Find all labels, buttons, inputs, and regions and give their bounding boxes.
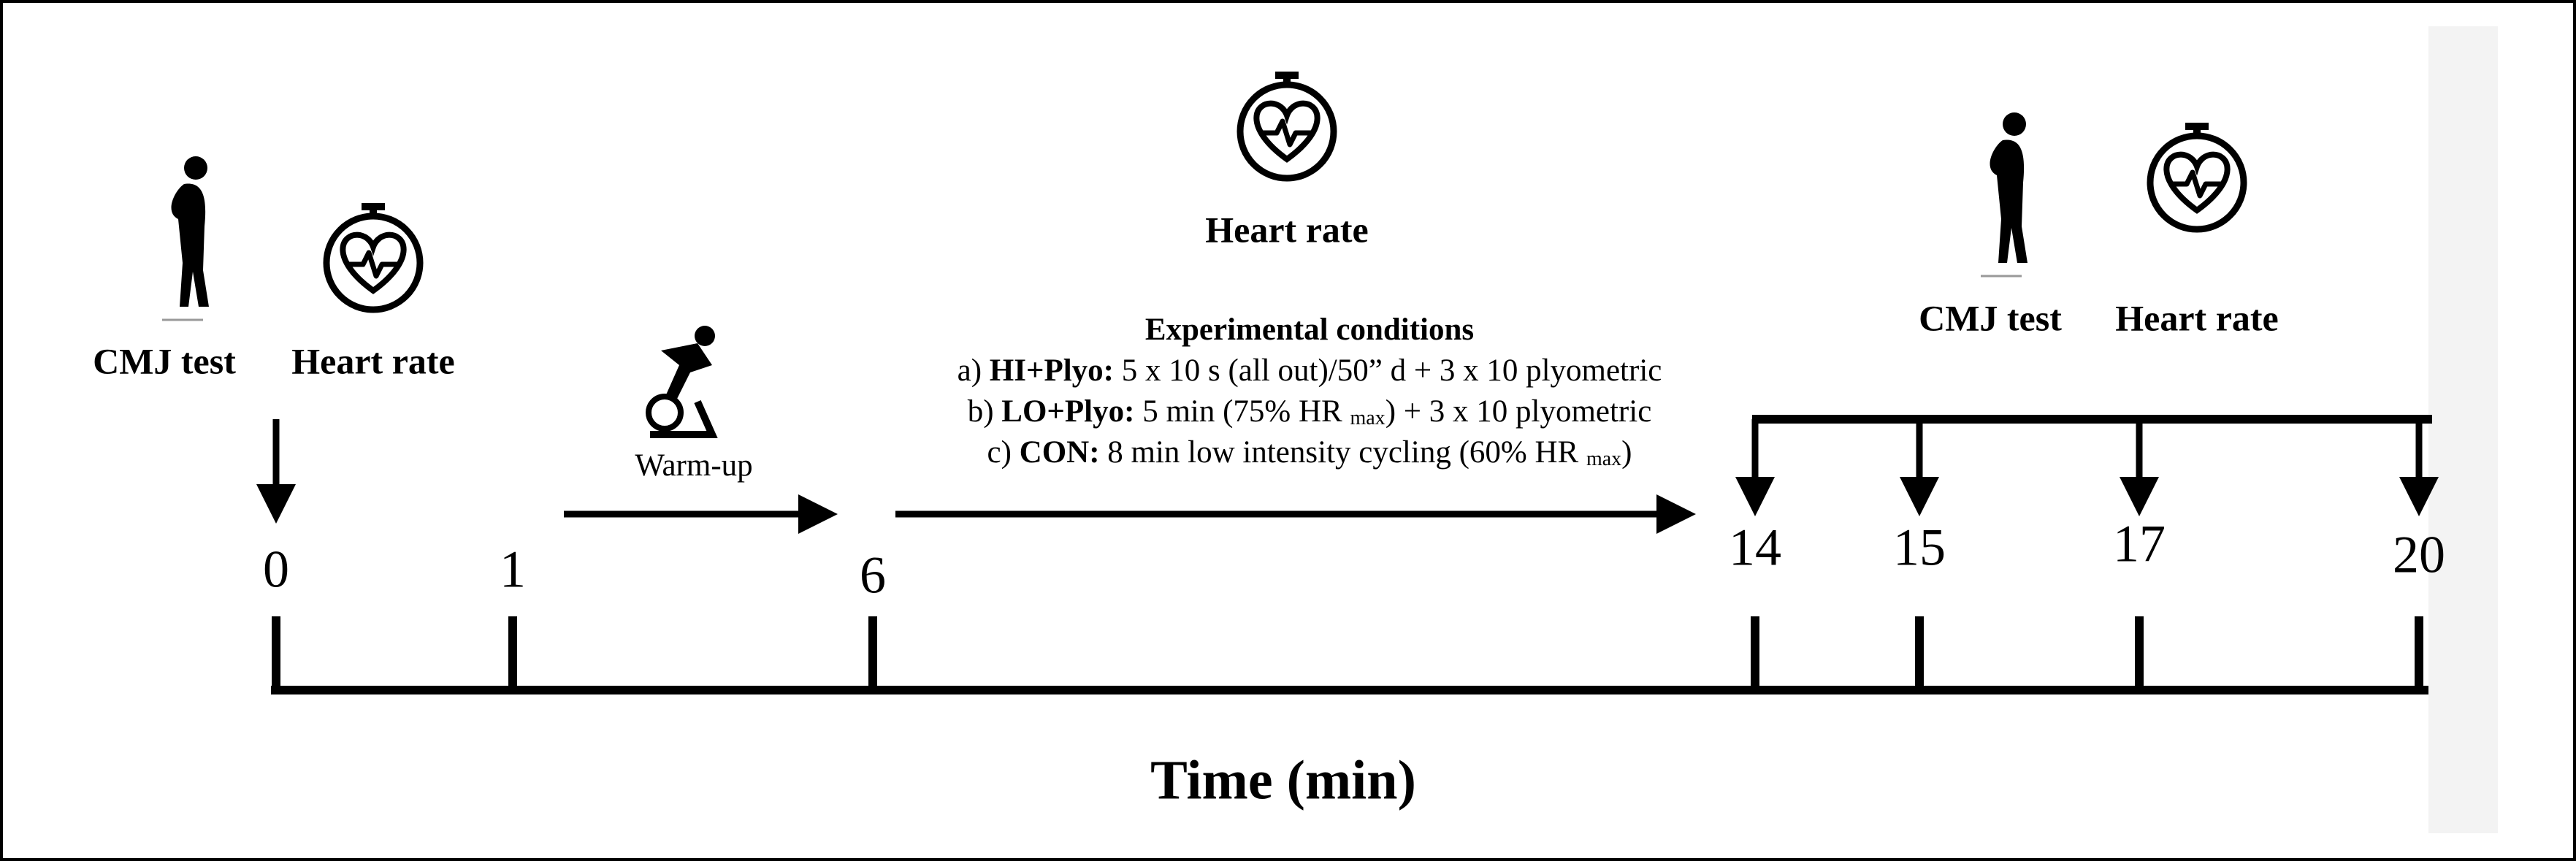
condition-tail: ) + 3 x 10 plyometric — [1386, 394, 1652, 429]
condition-tail: ) — [1621, 435, 1632, 470]
hr-label: Heart rate — [291, 340, 454, 381]
condition-prefix: c) — [987, 435, 1011, 470]
cmj-label: CMJ test — [1919, 297, 2062, 338]
condition-name: HI+Plyo: — [990, 353, 1114, 388]
warmup-label: Warm-up — [635, 448, 752, 483]
axis-label: Time (min) — [1150, 749, 1416, 811]
side-strip — [2428, 26, 2498, 833]
condition-line: c) CON: 8 min low intensity cycling (60%… — [987, 435, 1632, 471]
tick-label: 15 — [1893, 518, 1946, 577]
hr-label: Heart rate — [1205, 209, 1368, 250]
condition-text: 8 min low intensity cycling (60% HR — [1107, 435, 1578, 470]
tick-label: 0 — [263, 540, 289, 599]
tick-label: 20 — [2393, 526, 2445, 584]
hr-label: Heart rate — [2115, 297, 2278, 338]
conditions-title: Experimental conditions — [1145, 313, 1474, 347]
condition-name: LO+Plyo: — [1001, 394, 1134, 429]
condition-prefix: a) — [958, 353, 982, 388]
condition-sub: max — [1586, 448, 1621, 470]
condition-sub: max — [1350, 407, 1385, 429]
condition-text: 5 x 10 s (all out)/50” d + 3 x 10 plyome… — [1122, 353, 1662, 388]
condition-line: a) HI+Plyo: 5 x 10 s (all out)/50” d + 3… — [958, 353, 1662, 388]
stopwatch-icon — [2150, 123, 2244, 229]
stopwatch-icon — [326, 203, 420, 310]
tick-label: 6 — [860, 546, 886, 605]
cyclist-icon — [646, 326, 718, 438]
tick-label: 14 — [1729, 518, 1781, 577]
person-icon — [161, 155, 210, 321]
person-icon — [1979, 111, 2029, 278]
stopwatch-icon — [1240, 72, 1334, 178]
tick-label: 1 — [500, 540, 526, 599]
condition-line: b) LO+Plyo: 5 min (75% HR max) + 3 x 10 … — [968, 394, 1652, 430]
tick-label: 17 — [2113, 515, 2166, 573]
cmj-label: CMJ test — [93, 340, 236, 381]
condition-text: 5 min (75% HR — [1142, 394, 1342, 429]
condition-name: CON: — [1020, 435, 1100, 470]
condition-prefix: b) — [968, 394, 994, 429]
